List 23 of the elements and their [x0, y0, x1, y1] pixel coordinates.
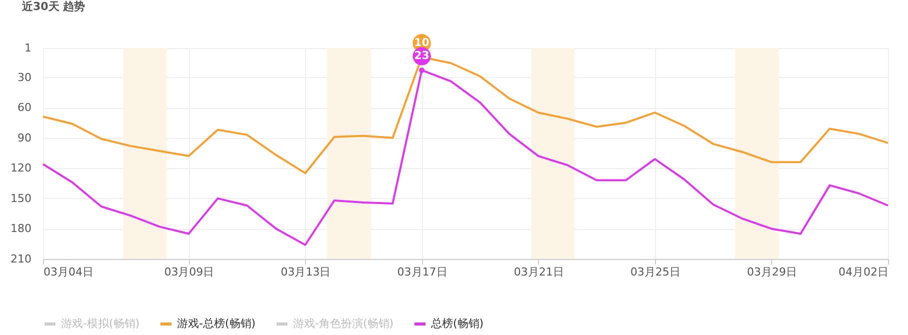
y-tick-label: 120: [10, 162, 32, 175]
y-tick-label: 150: [10, 192, 32, 205]
y-tick-label: 30: [18, 70, 32, 84]
y-tick-label: 90: [18, 131, 32, 144]
x-tick-label: 03月13日: [280, 266, 331, 278]
legend-label: 游戏-总榜(畅销): [177, 317, 256, 330]
chart-title: 近30天 趋势: [21, 0, 86, 14]
y-tick-label: 1: [24, 42, 32, 54]
x-tick-label: 03月04日: [44, 266, 94, 278]
x-tick-label: 03月09日: [164, 266, 214, 278]
legend-label: 总榜(畅销): [430, 317, 484, 330]
y-tick-label: 210: [10, 252, 32, 266]
legend-label: 游戏-角色扮演(畅销): [293, 317, 394, 330]
annotation: 23: [414, 49, 430, 62]
y-tick-label: 180: [10, 222, 32, 236]
x-tick-label: 04月02日: [838, 266, 888, 278]
x-tick-label: 03月21日: [514, 266, 564, 278]
x-tick-label: 03月29日: [746, 266, 797, 278]
y-tick-label: 60: [18, 101, 32, 114]
annotation: 10: [414, 36, 430, 50]
legend-label: 游戏-模拟(畅销): [61, 317, 140, 330]
x-tick-label: 03月25日: [630, 266, 680, 278]
x-tick-label: 03月17日: [397, 266, 448, 278]
